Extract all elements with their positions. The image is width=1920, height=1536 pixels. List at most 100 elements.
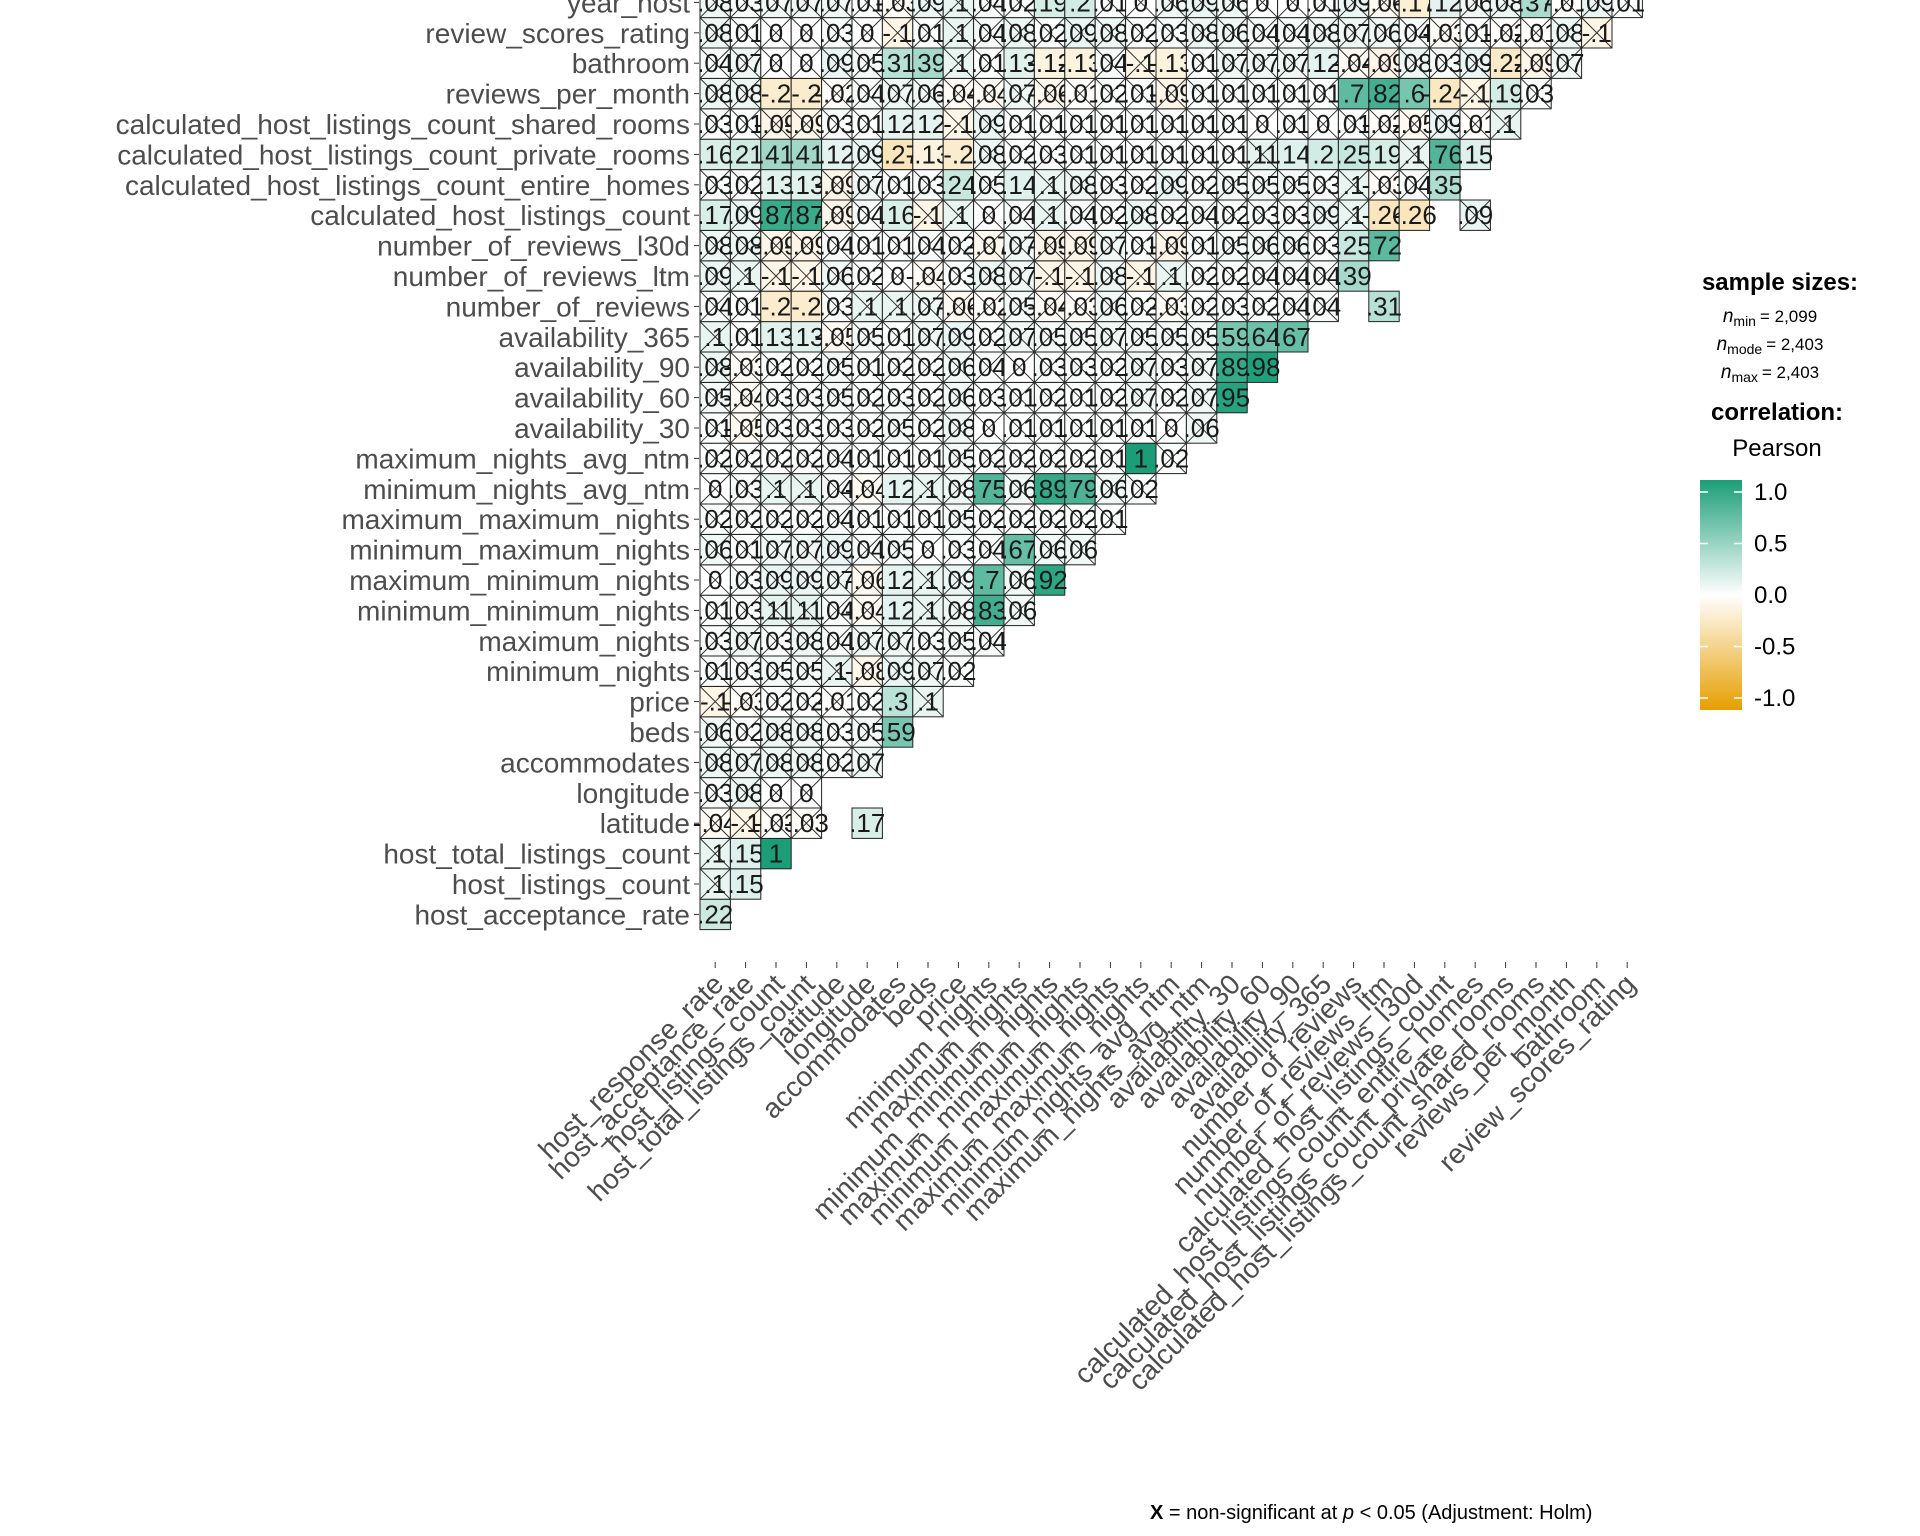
heatmap-cell: .02 — [1032, 503, 1068, 535]
cell-value-label: .06 — [940, 383, 976, 413]
heatmap-cell: .02 — [910, 381, 946, 414]
heatmap-cell: .01 — [728, 17, 764, 49]
cell-value-label: .05 — [849, 717, 885, 747]
heatmap-cell: .02 — [728, 503, 764, 535]
cell-value-label: .01 — [728, 535, 764, 565]
legend-tick-label: -0.5 — [1754, 634, 1795, 661]
heatmap-cell: .39 — [910, 47, 946, 79]
heatmap-cell: .07 — [880, 625, 916, 657]
cell-value-label: .7 — [1343, 79, 1365, 109]
non-significant-cross — [699, 382, 731, 414]
non-significant-cross — [821, 716, 853, 748]
heatmap-cell: .1 — [851, 290, 883, 323]
heatmap-cell: .06 — [1001, 564, 1037, 596]
non-significant-cross — [1186, 412, 1218, 444]
cell-value-label: .01 — [1001, 413, 1037, 443]
cell-value-label: .02 — [849, 687, 885, 717]
non-significant-cross — [1094, 382, 1126, 414]
non-significant-cross — [790, 412, 822, 444]
non-significant-cross — [942, 564, 974, 596]
non-significant-cross — [760, 534, 792, 566]
heatmap-cell: .01 — [880, 442, 916, 475]
non-significant-cross — [699, 625, 731, 657]
heatmap-cell: .01 — [849, 351, 885, 383]
non-significant-cross — [821, 686, 853, 718]
heatmap-cell: .02 — [1032, 381, 1068, 414]
non-significant-cross — [730, 351, 762, 383]
heatmap-cell: .59 — [880, 716, 916, 748]
heatmap-cell: .01 — [910, 442, 946, 475]
cell-value-label: -.1 — [1034, 261, 1064, 291]
cell-value-label: .03 — [728, 656, 764, 686]
heatmap-cell: .03 — [971, 381, 1007, 414]
cell-value-label: .03 — [819, 18, 855, 48]
heatmap-cell-rect — [1064, 473, 1096, 505]
cell-value-label: .02 — [728, 717, 764, 747]
heatmap-cell: .2 — [1307, 138, 1339, 171]
cell-value-label: .09 — [1305, 200, 1341, 230]
cell-value-label: .01 — [1214, 109, 1250, 139]
cell-value-label: .05 — [697, 383, 733, 413]
non-significant-cross — [760, 716, 792, 748]
cell-value-label: .04 — [819, 626, 855, 656]
heatmap-cell: 0 — [973, 199, 1005, 231]
cell-value-label: .14 — [1001, 170, 1037, 200]
cell-value-label: 0 — [1255, 109, 1269, 139]
heatmap-cell: .07 — [728, 47, 764, 79]
cell-value-label: .04 — [971, 535, 1007, 565]
cell-value-label: .02 — [849, 383, 885, 413]
non-significant-cross — [699, 716, 731, 748]
heatmap-cell: .1 — [881, 290, 914, 323]
heatmap-cell: .03 — [758, 412, 794, 444]
cell-value-label: .03 — [697, 778, 733, 808]
heatmap-cell-rect — [699, 898, 731, 931]
heatmap-cell: .05 — [1032, 321, 1068, 353]
non-significant-cross — [1094, 473, 1126, 505]
cell-value-label: .02 — [1032, 383, 1068, 413]
cell-value-label: .95 — [1214, 383, 1250, 413]
heatmap-cell: .13 — [758, 321, 794, 353]
non-significant-cross — [912, 655, 944, 687]
heatmap-cell: .13 — [788, 321, 824, 353]
heatmap-cell: .01 — [910, 17, 946, 49]
heatmap-cell: .02 — [788, 503, 824, 535]
non-significant-cross — [760, 777, 792, 809]
cell-value-label: -.1 — [700, 687, 730, 717]
cell-value-label: .1 — [704, 322, 726, 352]
non-significant-cross — [790, 807, 822, 839]
cell-value-label: .19 — [1032, 0, 1068, 17]
heatmap-cell: .09 — [697, 260, 733, 292]
non-significant-cross — [851, 534, 883, 566]
heatmap-cell: .01 — [1275, 108, 1311, 140]
non-significant-cross — [1155, 382, 1187, 414]
cell-value-label: .12 — [880, 595, 916, 625]
heatmap-cell: .04 — [1001, 199, 1037, 231]
heatmap-cell: .02 — [1001, 503, 1037, 535]
non-significant-cross — [730, 807, 762, 839]
heatmap-cell: .02 — [940, 655, 976, 687]
cell-value-label: .07 — [728, 747, 764, 777]
non-significant-cross — [699, 807, 731, 839]
heatmap-cell: .95 — [1214, 381, 1250, 414]
non-significant-cross — [730, 655, 762, 687]
heatmap-cell: .1 — [699, 321, 731, 353]
cell-value-label: .02 — [819, 747, 855, 777]
cell-value-label: 0 — [799, 48, 813, 78]
cell-value-label: 1 — [769, 839, 783, 869]
cell-value-label: 0 — [982, 413, 996, 443]
cell-value-label: .1 — [948, 48, 970, 78]
heatmap-cell: 0 — [1155, 412, 1187, 444]
cell-value-label: .08 — [788, 626, 824, 656]
non-significant-cross — [912, 594, 944, 626]
cell-value-label: .03 — [788, 413, 824, 443]
cell-value-label: .1 — [856, 291, 878, 321]
cell-value-label: .1 — [1404, 139, 1426, 169]
heatmap-cell: .07 — [1123, 351, 1159, 383]
heatmap-cell: .07 — [849, 625, 885, 657]
cell-value-label: -.26 — [1392, 200, 1437, 230]
non-significant-cross — [730, 686, 762, 718]
cell-value-label: .12 — [880, 474, 916, 504]
heatmap-cell: .02 — [910, 351, 946, 383]
cell-value-label: .02 — [1153, 383, 1189, 413]
cell-value-label: .02 — [697, 443, 733, 473]
